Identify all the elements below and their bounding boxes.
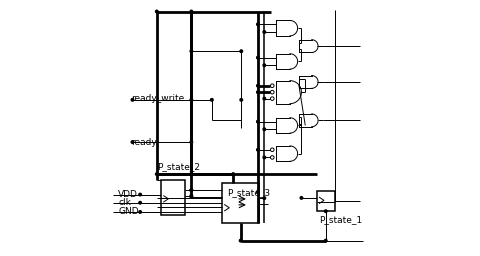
Circle shape bbox=[324, 239, 327, 242]
Circle shape bbox=[190, 173, 192, 175]
Circle shape bbox=[190, 196, 192, 198]
Text: clk: clk bbox=[119, 198, 131, 207]
Circle shape bbox=[139, 193, 142, 196]
Text: P_state_3: P_state_3 bbox=[227, 188, 270, 197]
Circle shape bbox=[240, 50, 242, 52]
Circle shape bbox=[257, 91, 259, 93]
Text: VDD: VDD bbox=[119, 190, 138, 199]
Bar bbox=[222, 183, 259, 223]
Circle shape bbox=[190, 189, 192, 191]
Circle shape bbox=[263, 64, 265, 67]
Circle shape bbox=[190, 173, 192, 175]
Text: P_state_1: P_state_1 bbox=[319, 215, 362, 224]
Circle shape bbox=[131, 141, 134, 143]
Circle shape bbox=[139, 211, 142, 213]
Circle shape bbox=[131, 99, 134, 101]
Text: GND: GND bbox=[119, 207, 139, 217]
Circle shape bbox=[190, 194, 192, 197]
Circle shape bbox=[263, 97, 265, 100]
Circle shape bbox=[190, 99, 192, 101]
Circle shape bbox=[139, 201, 142, 204]
Circle shape bbox=[156, 10, 158, 13]
Circle shape bbox=[240, 239, 242, 242]
Circle shape bbox=[324, 210, 327, 212]
Circle shape bbox=[211, 99, 213, 101]
Circle shape bbox=[263, 128, 265, 131]
Text: ready: ready bbox=[131, 137, 157, 147]
Bar bbox=[317, 191, 335, 211]
Circle shape bbox=[257, 23, 259, 26]
Circle shape bbox=[190, 141, 192, 143]
Circle shape bbox=[156, 173, 158, 175]
Circle shape bbox=[190, 10, 192, 13]
Circle shape bbox=[257, 148, 259, 151]
Circle shape bbox=[257, 84, 259, 87]
Circle shape bbox=[257, 190, 259, 193]
Circle shape bbox=[263, 156, 265, 159]
Circle shape bbox=[190, 50, 192, 52]
Circle shape bbox=[232, 173, 235, 175]
Circle shape bbox=[263, 197, 265, 199]
Bar bbox=[161, 180, 185, 215]
Circle shape bbox=[190, 189, 192, 191]
Text: ready_write: ready_write bbox=[131, 94, 184, 103]
Circle shape bbox=[263, 31, 265, 33]
Circle shape bbox=[240, 99, 242, 101]
Circle shape bbox=[257, 56, 259, 59]
Circle shape bbox=[300, 197, 303, 199]
Circle shape bbox=[257, 120, 259, 123]
Text: P_state_2: P_state_2 bbox=[157, 163, 200, 172]
